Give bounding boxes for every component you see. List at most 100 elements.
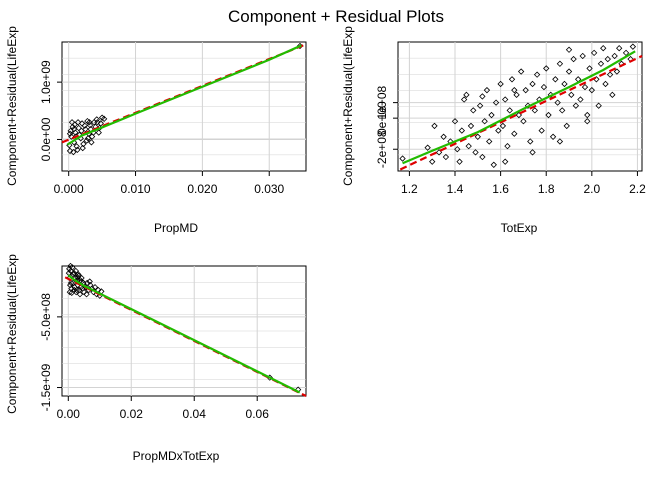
- data-point: [66, 130, 74, 137]
- data-point: [588, 87, 595, 94]
- data-point: [70, 271, 77, 278]
- data-point: [502, 96, 509, 103]
- data-point: [595, 102, 602, 109]
- x-tick-label: 0.00: [57, 407, 81, 421]
- data-point: [95, 129, 102, 136]
- data-point: [609, 91, 616, 99]
- data-point: [522, 87, 529, 94]
- data-point: [86, 278, 93, 285]
- y-tick-label: 0.0e+00: [39, 117, 53, 161]
- y-tick-label: 0e+00: [375, 101, 389, 135]
- data-point: [88, 139, 95, 146]
- data-point: [556, 138, 564, 145]
- data-point: [568, 91, 575, 99]
- x-tick-label: 0.02: [120, 407, 144, 421]
- data-point: [86, 119, 93, 126]
- grid-lines: [398, 42, 642, 171]
- figure-title: Component + Residual Plots: [228, 7, 444, 26]
- data-point: [70, 125, 78, 133]
- data-point: [75, 124, 82, 132]
- x-tick-label: 0.010: [121, 182, 151, 196]
- axis-ticks: 0.00 0.02 0.04 0.06 -1.5e+09 -5.0e+08: [39, 293, 269, 421]
- data-point: [497, 80, 504, 88]
- data-point: [513, 91, 520, 99]
- data-point: [70, 148, 77, 156]
- data-point: [94, 119, 101, 126]
- panel-propmd: 0.000 0.010 0.020 0.030 0.0e+00 1.0e+09 PropM…: [5, 26, 307, 235]
- y-tick-label: 1e+08: [375, 85, 389, 119]
- data-point: [533, 71, 541, 78]
- x-tick-label: 2.0: [583, 182, 600, 196]
- data-point: [73, 286, 80, 294]
- data-point: [606, 71, 614, 78]
- data-point: [88, 133, 96, 140]
- data-point: [431, 122, 438, 130]
- x-tick-label: 1.6: [492, 182, 509, 196]
- x-tick-label: 0.030: [254, 182, 284, 196]
- fit-lines: [399, 50, 643, 171]
- data-point: [581, 83, 589, 91]
- data-point: [463, 91, 470, 99]
- data-point: [67, 262, 74, 270]
- data-point: [458, 127, 466, 134]
- data-point: [97, 120, 104, 127]
- data-point: [490, 161, 497, 168]
- data-point: [488, 111, 495, 119]
- data-point: [474, 133, 481, 140]
- data-point: [520, 118, 527, 125]
- data-point: [495, 127, 502, 134]
- data-point: [577, 96, 584, 103]
- data-point: [538, 127, 545, 134]
- grid-lines: [62, 266, 306, 396]
- data-point: [492, 99, 500, 106]
- data-point: [69, 264, 76, 271]
- data-point: [72, 267, 80, 275]
- x-tick-label: 1.8: [538, 182, 555, 196]
- data-point: [549, 133, 557, 140]
- data-point: [511, 130, 518, 137]
- data-point: [451, 118, 459, 125]
- data-point: [84, 279, 91, 287]
- data-point: [399, 155, 406, 162]
- data-point: [69, 279, 77, 287]
- data-point: [629, 43, 637, 50]
- data-point: [556, 60, 564, 67]
- data-point: [561, 80, 568, 88]
- data-point: [570, 55, 577, 63]
- data-point: [476, 102, 484, 109]
- data-point: [70, 269, 78, 277]
- data-point: [529, 80, 536, 88]
- data-point: [499, 122, 507, 130]
- data-point: [584, 111, 591, 119]
- data-point: [68, 289, 75, 297]
- data-point: [502, 158, 509, 165]
- data-point: [440, 133, 447, 140]
- data-point: [586, 65, 593, 72]
- data-point: [460, 96, 468, 103]
- data-point: [472, 149, 479, 156]
- data-point: [73, 143, 80, 150]
- data-point: [74, 146, 81, 153]
- data-point: [93, 116, 100, 123]
- data-point: [424, 144, 431, 151]
- data-point: [483, 87, 491, 94]
- data-point: [611, 52, 618, 60]
- x-tick-label: 2.2: [629, 182, 646, 196]
- smooth-line: [402, 50, 636, 165]
- data-point: [531, 107, 538, 114]
- data-point: [74, 119, 82, 126]
- data-point: [442, 153, 450, 161]
- x-tick-label: 0.000: [54, 182, 84, 196]
- data-point: [79, 144, 86, 152]
- x-tick-label: 0.06: [246, 407, 270, 421]
- data-point: [69, 123, 76, 131]
- x-axis-label: PropMD: [154, 221, 198, 235]
- data-point: [527, 138, 534, 145]
- data-point: [75, 271, 82, 278]
- data-point: [552, 76, 559, 83]
- data-point: [517, 68, 525, 75]
- y-tick-label: -5.0e+08: [39, 293, 53, 341]
